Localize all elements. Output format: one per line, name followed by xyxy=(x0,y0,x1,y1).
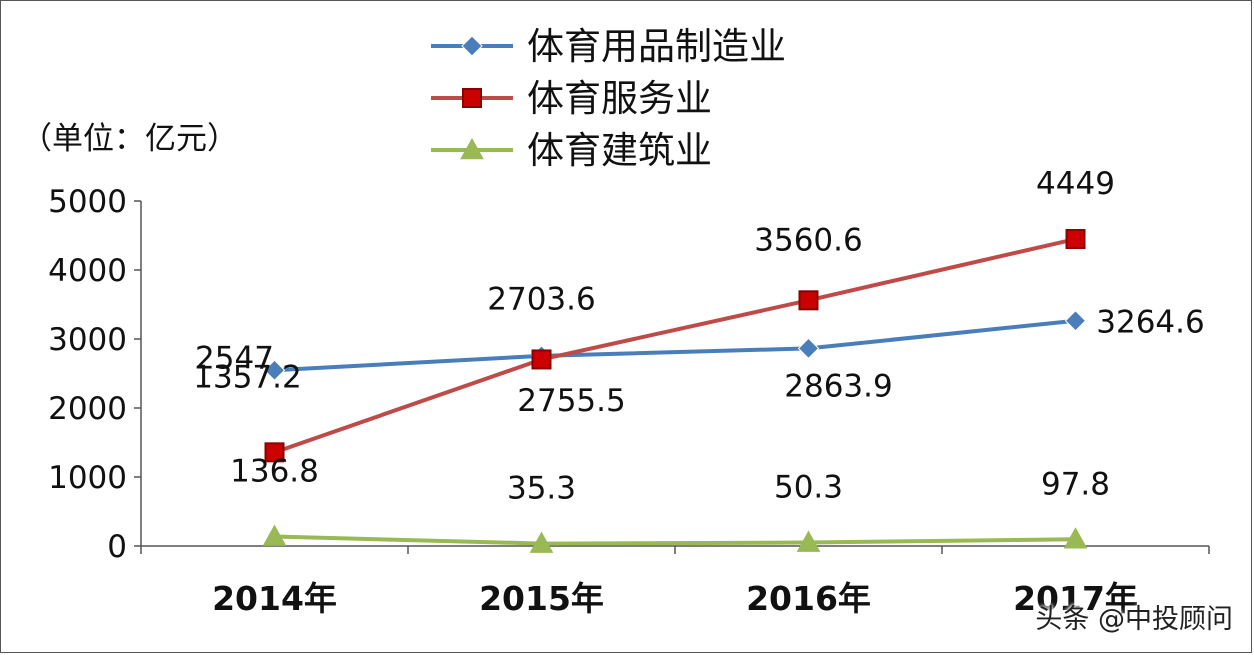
series-line-1 xyxy=(274,318,1076,373)
legend-label-3: 体育建筑业 xyxy=(527,129,712,172)
data-label-2-3: 3560.6 xyxy=(754,222,862,258)
series-line-2 xyxy=(273,237,1076,455)
legend-label-1: 体育用品制造业 xyxy=(527,25,786,68)
series-layer xyxy=(262,229,1088,553)
data-point-1-1 xyxy=(263,359,286,381)
data-label-2-2: 2703.6 xyxy=(487,281,595,317)
x-tick-label: 2016年 xyxy=(746,579,871,618)
x-tick-label: 2014年 xyxy=(212,579,337,618)
data-label-3-1: 136.8 xyxy=(230,454,319,490)
data-label-2-1: 1357.2 xyxy=(193,359,301,395)
y-tick-label: 5000 xyxy=(48,184,127,220)
x-tick-label: 2017年 xyxy=(1013,579,1138,618)
data-point-1-3 xyxy=(797,337,820,360)
data-label-3-2: 35.3 xyxy=(507,471,576,507)
y-tick-label: 0 xyxy=(107,529,127,565)
y-tick-label: 3000 xyxy=(48,322,127,358)
data-label-1-3: 2863.9 xyxy=(784,368,892,404)
data-point-1-4 xyxy=(1064,310,1087,332)
x-tick-label: 2015年 xyxy=(479,579,604,618)
data-point-2-3 xyxy=(798,290,819,311)
axes: 0 1000 2000 3000 4000 5000 2014年 2015年 2016年 2017… xyxy=(48,184,1210,618)
legend-label-2: 体育服务业 xyxy=(527,77,712,120)
y-tick-label: 2000 xyxy=(48,391,127,427)
data-point-2-2 xyxy=(531,349,552,370)
legend-marker-1 xyxy=(461,35,483,57)
unit-label: （单位：亿元） xyxy=(21,121,238,157)
data-point-3-3 xyxy=(796,530,821,552)
data-label-1-4: 3264.6 xyxy=(1096,305,1204,341)
data-point-3-1 xyxy=(262,524,287,546)
data-labels: 2547 2755.5 2863.9 3264.6 1357.2 2703.6 3560.6… xyxy=(193,166,1204,507)
data-label-3-3: 50.3 xyxy=(774,470,843,506)
data-label-1-2: 2755.5 xyxy=(517,383,625,419)
y-tick-label: 4000 xyxy=(48,253,127,289)
data-label-3-4: 97.8 xyxy=(1041,466,1110,502)
watermark: 头条 @中投顾问 xyxy=(1035,604,1233,635)
data-point-3-2 xyxy=(529,531,554,553)
data-label-1-1: 2547 xyxy=(195,340,274,376)
y-tick-label: 1000 xyxy=(48,460,127,496)
series-line-3 xyxy=(274,534,1076,546)
data-point-2-4 xyxy=(1065,229,1086,250)
legend-marker-2 xyxy=(462,88,482,108)
data-point-3-4 xyxy=(1063,527,1088,549)
data-point-2-1 xyxy=(264,442,285,463)
legend-marker-3 xyxy=(460,137,484,160)
data-label-2-4: 4449 xyxy=(1036,166,1115,202)
